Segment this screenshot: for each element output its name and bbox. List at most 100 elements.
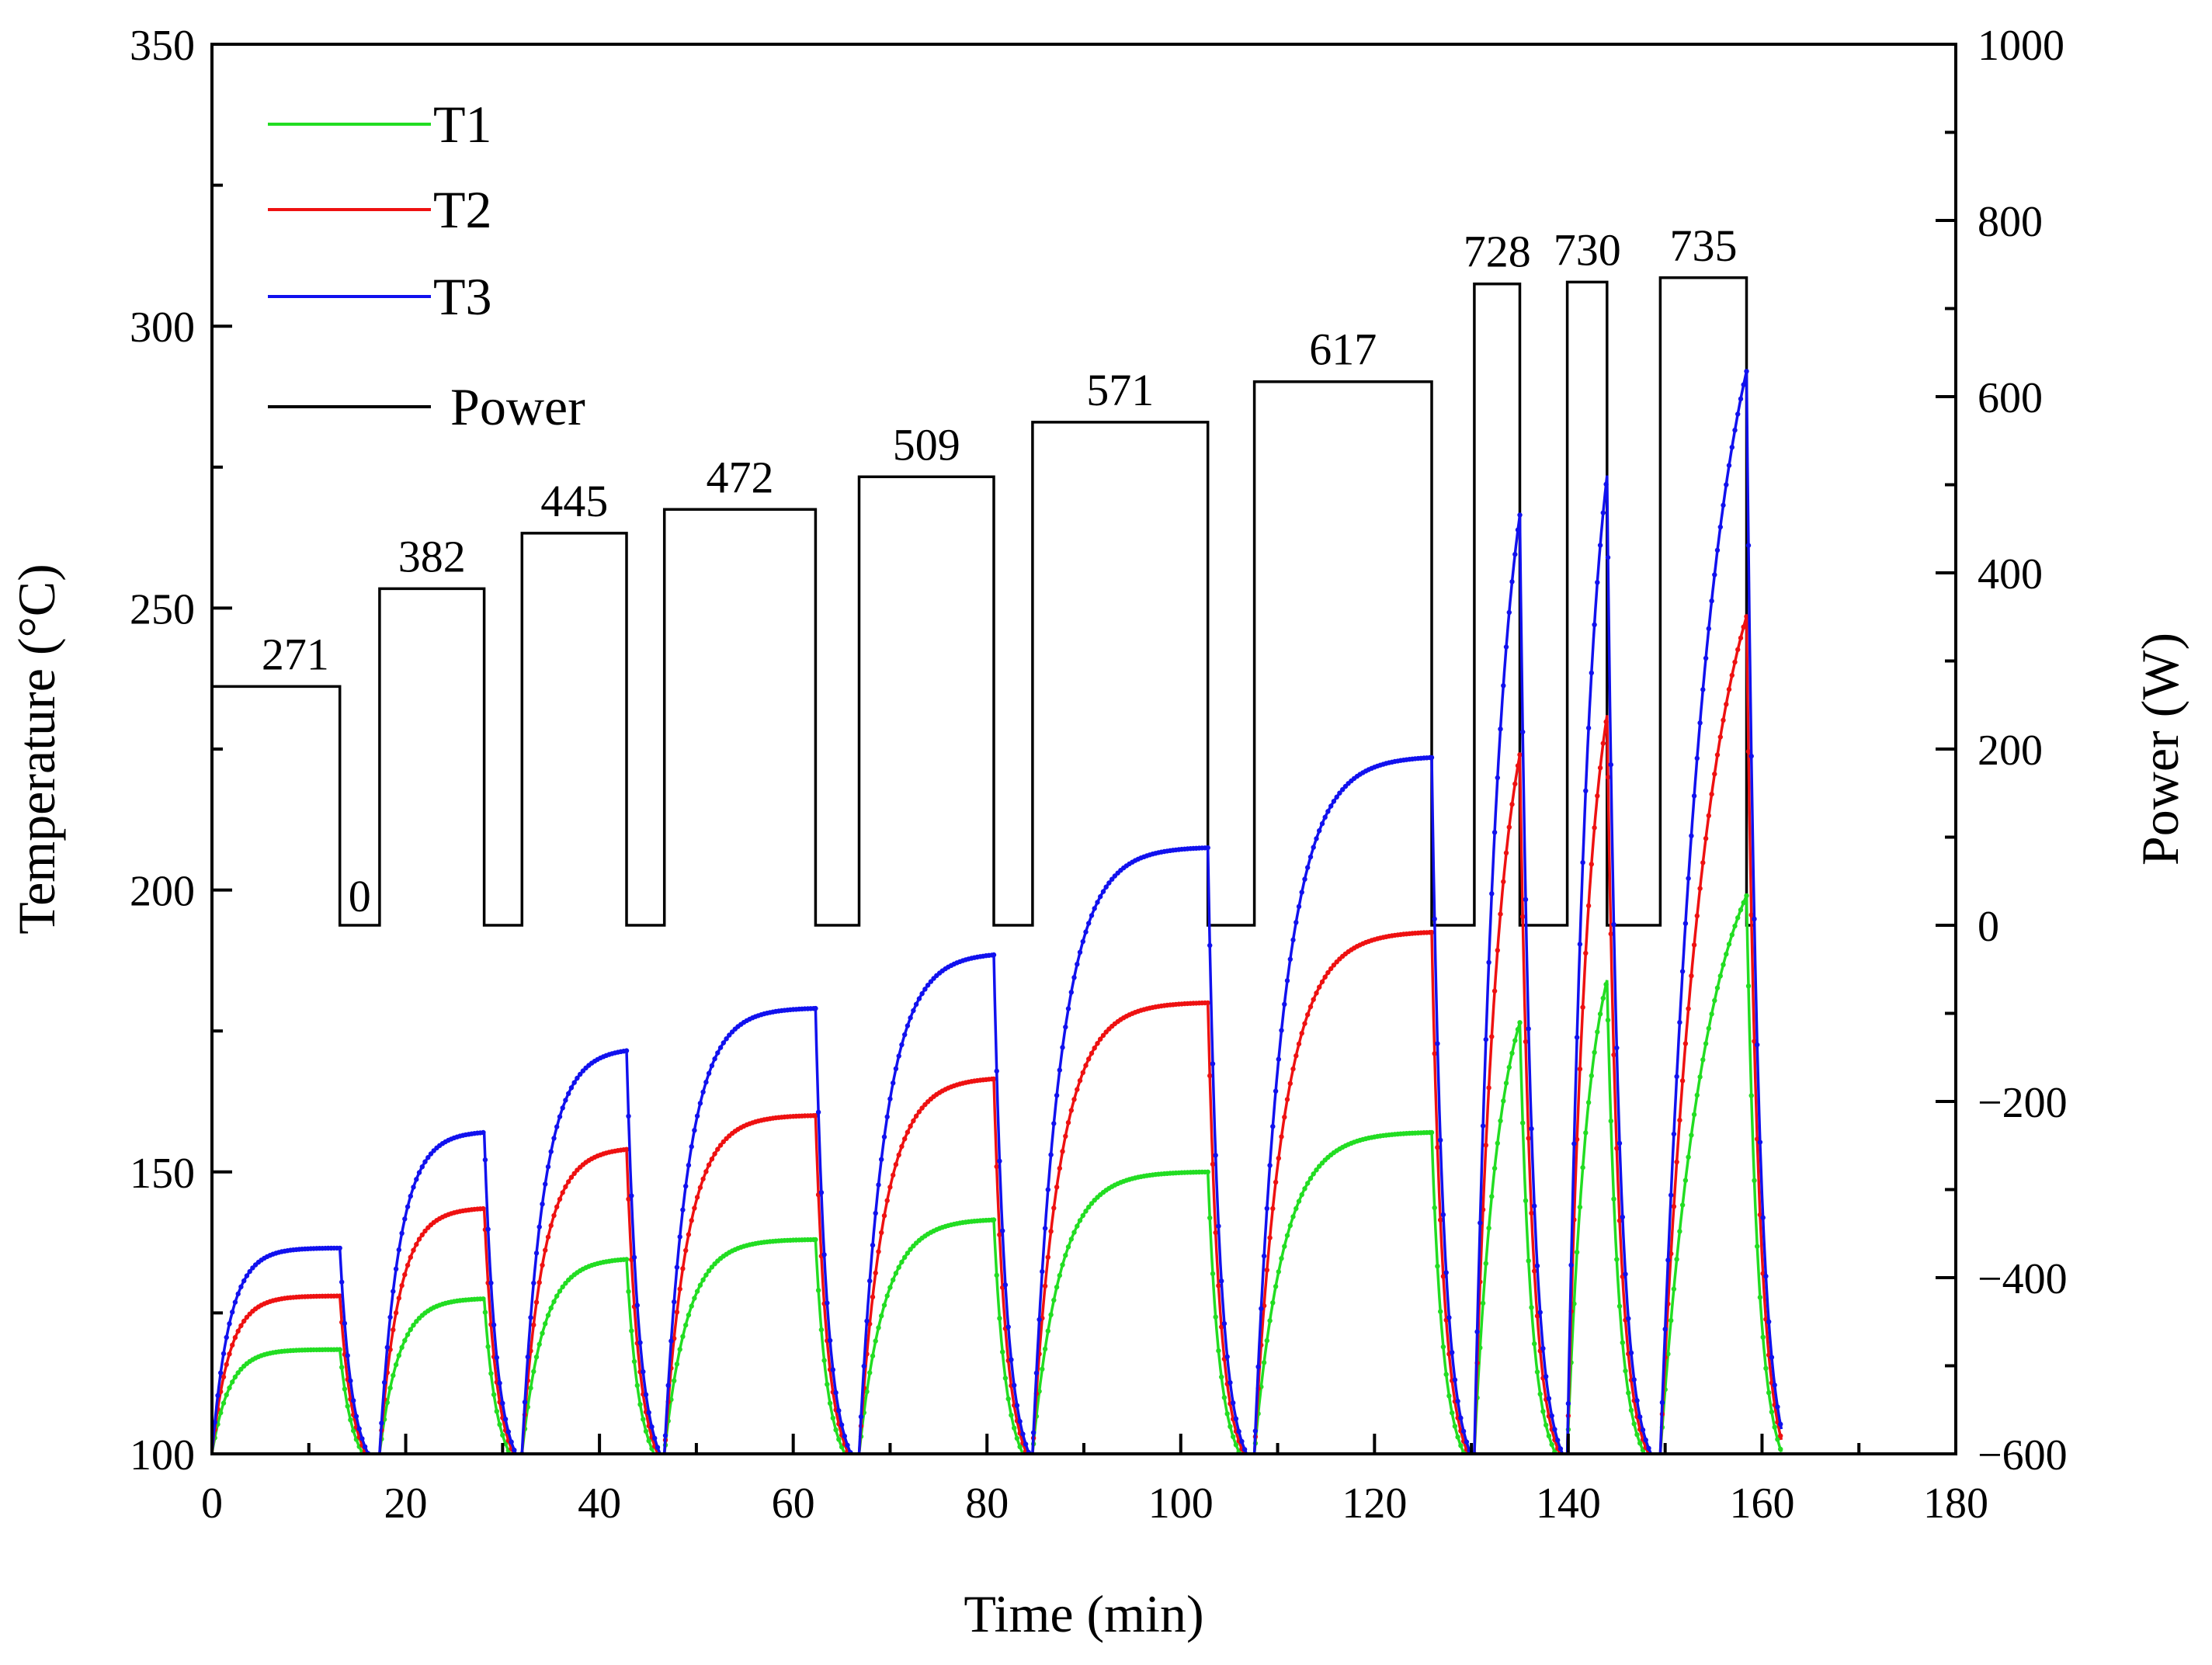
- t1-point: [1000, 1349, 1005, 1355]
- t2-point: [1729, 672, 1735, 678]
- t1-point: [1755, 1244, 1760, 1249]
- t3-point: [1729, 445, 1735, 450]
- t3-point: [545, 1164, 551, 1170]
- t2-point: [881, 1213, 887, 1219]
- t1-point: [1009, 1412, 1014, 1418]
- t1-point: [884, 1293, 890, 1299]
- t3-point: [1503, 644, 1509, 650]
- t3-point: [533, 1250, 540, 1256]
- t1-point: [873, 1338, 878, 1344]
- power-annotation-0: 0: [349, 871, 371, 921]
- power-annotation-271: 271: [262, 629, 329, 679]
- t2-point: [568, 1174, 575, 1180]
- t3-point: [1294, 920, 1299, 925]
- t1-point: [1549, 1441, 1554, 1448]
- t1-point: [502, 1441, 509, 1447]
- t3-point: [379, 1420, 384, 1426]
- t3-point: [1248, 1459, 1252, 1463]
- t3-point: [230, 1309, 235, 1315]
- t3-point: [815, 1109, 821, 1115]
- x-tick-label-80: 80: [965, 1479, 1009, 1528]
- t1-point: [1279, 1256, 1284, 1261]
- t2-point: [1331, 963, 1337, 968]
- t3-point: [396, 1247, 401, 1253]
- t2-point: [1694, 913, 1700, 919]
- t3-point: [1080, 938, 1086, 945]
- power-annotation-509: 509: [893, 419, 960, 470]
- t2-point: [1714, 752, 1721, 758]
- t1-point: [1517, 1020, 1523, 1025]
- t1-point: [1470, 1465, 1474, 1469]
- t3-point: [1002, 1282, 1009, 1288]
- t2-point: [1065, 1120, 1071, 1126]
- t1-point: [491, 1392, 497, 1397]
- t3-point: [500, 1400, 505, 1407]
- t3-point: [1620, 1214, 1625, 1220]
- t1-point: [1287, 1223, 1294, 1229]
- t3-point: [1655, 1462, 1660, 1467]
- t1-point: [227, 1385, 232, 1391]
- t1-point: [481, 1296, 486, 1302]
- t3-point: [1568, 1262, 1574, 1268]
- t2-point: [854, 1464, 859, 1469]
- t1-point: [896, 1264, 901, 1270]
- y-left-tick-label-150: 150: [130, 1150, 195, 1198]
- t2-point: [626, 1196, 631, 1202]
- t1-point: [1012, 1425, 1017, 1431]
- t2-point: [887, 1185, 893, 1190]
- t1-point: [1509, 1050, 1515, 1056]
- t2-point: [1534, 1313, 1540, 1319]
- t3-point: [674, 1264, 680, 1270]
- t1-point: [1299, 1192, 1304, 1198]
- t3-point: [1048, 1152, 1054, 1157]
- t3-point: [1205, 845, 1210, 851]
- t2-point: [1752, 1039, 1757, 1044]
- t3-point: [870, 1242, 876, 1248]
- t3-point: [1662, 1327, 1668, 1332]
- t2-point: [1287, 1081, 1294, 1087]
- t3-point: [1063, 1024, 1068, 1030]
- t3-point: [887, 1096, 893, 1101]
- t3-point: [1555, 1438, 1561, 1443]
- t1-point: [813, 1237, 818, 1243]
- t3-point: [1775, 1404, 1780, 1410]
- t1-point: [902, 1254, 908, 1261]
- t2-point: [1652, 1461, 1657, 1466]
- t3-point: [1207, 942, 1213, 949]
- t3-point: [502, 1417, 509, 1422]
- t3-point: [626, 1113, 631, 1119]
- t2-point: [1440, 1274, 1446, 1279]
- t3-point: [1571, 1141, 1577, 1146]
- t1-point: [377, 1471, 382, 1476]
- t3-point: [891, 1081, 896, 1086]
- t1-point: [221, 1400, 227, 1406]
- t3-point: [1611, 921, 1616, 928]
- t3-point: [856, 1465, 861, 1469]
- y-right-axis-title: Power (W): [2130, 633, 2189, 865]
- t3-point: [842, 1433, 848, 1439]
- t3-point: [531, 1280, 537, 1286]
- t1-point: [1769, 1409, 1775, 1415]
- t1-point: [1608, 1119, 1613, 1124]
- t2-point: [1686, 1006, 1691, 1011]
- t2-point: [1509, 802, 1515, 807]
- t1-point: [482, 1309, 488, 1315]
- t1-point: [366, 1459, 370, 1464]
- t1-point: [1658, 1470, 1662, 1475]
- t3-point: [1640, 1427, 1646, 1433]
- t2-point: [703, 1169, 709, 1174]
- t3-point: [1296, 904, 1302, 910]
- t2-point: [1311, 997, 1316, 1002]
- t3-point: [1319, 820, 1325, 827]
- t3-point: [689, 1144, 694, 1150]
- t3-point: [557, 1114, 563, 1119]
- t1-point: [1721, 962, 1726, 968]
- t3-point: [482, 1157, 488, 1163]
- t2-point: [1503, 850, 1509, 856]
- t2-point: [717, 1143, 724, 1148]
- t2-point: [1574, 1136, 1580, 1143]
- t2-point: [1501, 879, 1506, 885]
- t3-point: [1608, 761, 1613, 768]
- t1-point: [1717, 973, 1723, 979]
- t2-point: [1045, 1254, 1051, 1260]
